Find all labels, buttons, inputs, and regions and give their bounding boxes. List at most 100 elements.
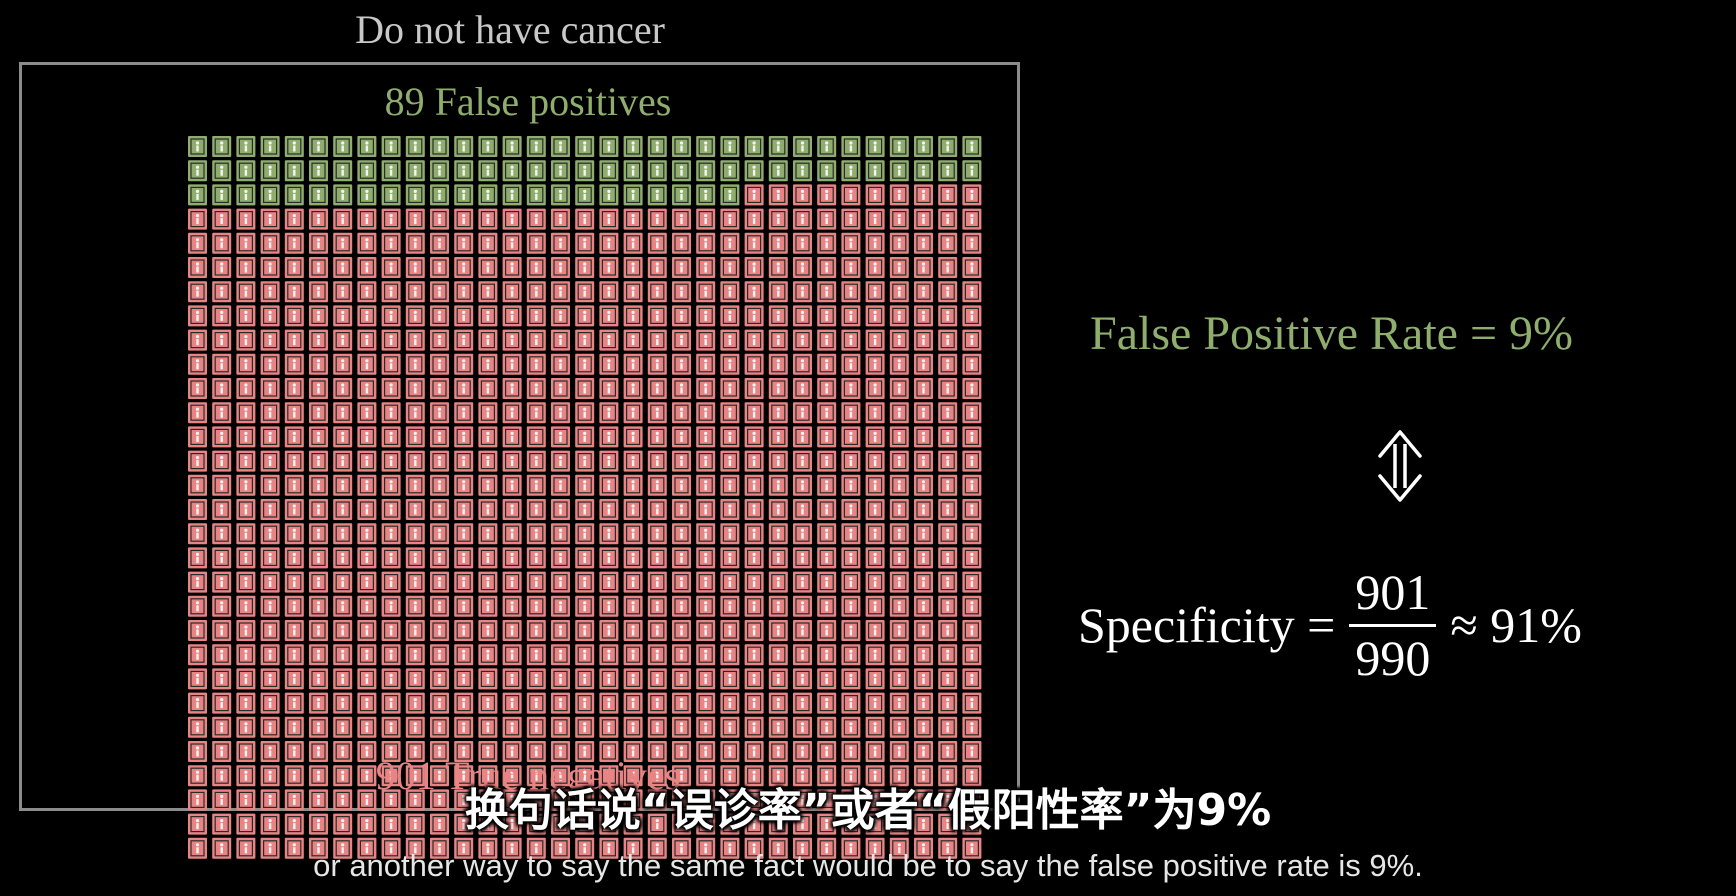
true-negative-person-icon [696,402,716,424]
true-negative-person-icon [889,523,909,545]
true-negative-person-icon [938,353,958,375]
true-negative-person-icon [938,813,958,835]
true-negative-person-icon [793,595,812,617]
true-negative-person-icon [938,741,958,762]
true-negative-person-icon [962,474,982,496]
true-negative-person-icon [865,668,885,690]
false-positive-person-icon [381,184,401,206]
true-negative-person-icon [962,232,982,254]
true-negative-person-icon [212,837,232,859]
true-negative-person-icon [260,765,280,787]
true-negative-person-icon [647,402,667,424]
true-negative-person-icon [744,595,764,617]
true-negative-person-icon [914,232,933,254]
false-positive-person-icon [284,160,304,182]
true-negative-person-icon [720,789,740,811]
true-negative-person-icon [889,813,909,835]
true-negative-person-icon [793,765,812,787]
true-negative-person-icon [817,402,837,424]
true-negative-person-icon [938,329,958,351]
true-negative-person-icon [188,426,207,448]
true-negative-person-icon [188,716,207,738]
true-negative-person-icon [696,523,716,545]
true-negative-person-icon [333,668,353,690]
true-negative-person-icon [575,426,595,448]
true-negative-person-icon [284,813,304,835]
true-negative-person-icon [914,329,933,351]
true-negative-person-icon [381,378,401,399]
true-negative-person-icon [284,378,304,399]
true-negative-person-icon [768,426,788,448]
true-negative-person-icon [236,353,256,375]
true-negative-person-icon [817,305,837,327]
true-negative-person-icon [526,789,546,811]
true-negative-person-icon [284,305,304,327]
true-negative-person-icon [502,281,522,303]
true-negative-person-icon [744,716,764,738]
true-negative-person-icon [889,305,909,327]
true-negative-person-icon [865,281,885,303]
true-negative-person-icon [720,474,740,496]
true-negative-person-icon [381,741,401,762]
true-negative-person-icon [575,378,595,399]
true-negative-person-icon [502,644,522,666]
false-positive-person-icon [914,160,933,182]
true-negative-person-icon [696,571,716,593]
true-negative-person-icon [260,813,280,835]
true-negative-person-icon [381,523,401,545]
true-negative-person-icon [430,305,449,327]
true-negative-person-icon [623,378,643,399]
true-negative-person-icon [672,257,691,278]
true-negative-person-icon [889,353,909,375]
true-negative-person-icon [405,595,425,617]
true-negative-person-icon [551,668,570,690]
true-negative-person-icon [599,257,619,278]
true-negative-person-icon [357,741,377,762]
true-negative-person-icon [865,499,885,520]
false-positive-person-icon [817,136,837,157]
true-negative-person-icon [962,329,982,351]
false-positive-person-icon [623,184,643,206]
true-negative-person-icon [502,547,522,569]
true-negative-person-icon [889,644,909,666]
true-negative-person-icon [284,716,304,738]
true-negative-person-icon [623,281,643,303]
true-negative-person-icon [793,644,812,666]
true-negative-person-icon [526,571,546,593]
true-negative-person-icon [260,692,280,714]
true-negative-person-icon [430,716,449,738]
true-negative-person-icon [575,837,595,859]
true-negative-person-icon [526,281,546,303]
false-positive-person-icon [454,184,474,206]
true-negative-person-icon [889,547,909,569]
true-negative-person-icon [889,620,909,641]
true-negative-person-icon [381,547,401,569]
true-negative-person-icon [599,620,619,641]
true-negative-person-icon [430,692,449,714]
true-negative-person-icon [841,523,861,545]
true-negative-person-icon [962,813,982,835]
true-negative-person-icon [405,523,425,545]
false-positive-person-icon [938,136,958,157]
true-negative-person-icon [817,353,837,375]
true-negative-person-icon [744,499,764,520]
true-negative-person-icon [212,499,232,520]
false-positive-person-icon [478,160,498,182]
true-negative-person-icon [454,281,474,303]
false-positive-person-icon [647,184,667,206]
true-negative-person-icon [768,789,788,811]
true-negative-person-icon [817,474,837,496]
true-negative-person-icon [914,402,933,424]
true-negative-person-icon [551,523,570,545]
true-negative-person-icon [551,571,570,593]
true-negative-person-icon [454,668,474,690]
true-negative-person-icon [405,499,425,520]
true-negative-person-icon [502,450,522,472]
false-positives-label: 89 False positives [384,79,672,124]
true-negative-person-icon [599,499,619,520]
true-negative-person-icon [502,595,522,617]
true-negative-person-icon [599,716,619,738]
true-negative-person-icon [212,644,232,666]
specificity-rhs: ≈ 91% [1450,597,1582,653]
true-negative-person-icon [212,716,232,738]
